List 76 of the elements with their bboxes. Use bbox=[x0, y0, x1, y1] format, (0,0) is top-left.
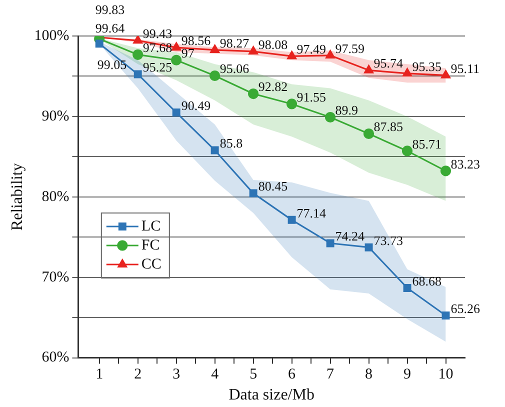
data-label: 73.73 bbox=[374, 232, 404, 248]
data-label: 97.49 bbox=[296, 42, 326, 57]
data-label: 98.08 bbox=[258, 36, 288, 52]
data-label: 98.27 bbox=[220, 35, 250, 50]
data-label: 65.26 bbox=[450, 300, 481, 316]
x-axis-title: Data size/Mb bbox=[228, 386, 314, 404]
point bbox=[286, 98, 298, 110]
point bbox=[364, 64, 374, 74]
y-tick-label: 70% bbox=[42, 269, 70, 286]
data-label: 80.45 bbox=[258, 178, 288, 194]
point bbox=[363, 128, 374, 140]
point bbox=[288, 216, 296, 224]
data-label: 90.49 bbox=[181, 98, 211, 113]
point bbox=[210, 44, 220, 53]
data-label: 85.71 bbox=[412, 136, 442, 152]
x-tick-label: 7 bbox=[326, 366, 335, 383]
data-label: 99.05 bbox=[97, 57, 127, 72]
point bbox=[287, 50, 296, 60]
x-tick-label: 9 bbox=[404, 366, 412, 383]
data-label: 97.68 bbox=[142, 40, 172, 56]
point bbox=[95, 40, 104, 48]
x-tick-label: 10 bbox=[438, 366, 454, 383]
data-label: 91.55 bbox=[296, 89, 326, 104]
data-label: 97 bbox=[181, 46, 195, 61]
legend-label: CC bbox=[141, 256, 162, 272]
point bbox=[210, 146, 219, 154]
point bbox=[440, 166, 452, 176]
data-label: 99.64 bbox=[95, 20, 126, 36]
legend-label: LC bbox=[141, 218, 161, 234]
x-tick-label: 2 bbox=[134, 366, 142, 383]
data-label: 89.9 bbox=[335, 102, 358, 118]
y-tick-label: 100% bbox=[34, 28, 70, 44]
point bbox=[402, 68, 412, 76]
point bbox=[441, 70, 450, 78]
point bbox=[403, 284, 412, 292]
x-tick-label: 8 bbox=[365, 366, 373, 383]
point bbox=[132, 49, 144, 60]
point bbox=[134, 70, 142, 78]
x-tick-label: 1 bbox=[96, 366, 104, 383]
data-label: 85.8 bbox=[220, 136, 243, 151]
y-tick-label: 80% bbox=[42, 188, 70, 205]
x-tick-label: 6 bbox=[288, 366, 296, 383]
point bbox=[364, 243, 373, 252]
point bbox=[248, 46, 258, 54]
data-label: 83.23 bbox=[450, 156, 480, 172]
y-axis-title: Reliability bbox=[8, 163, 26, 231]
data-label: 77.14 bbox=[296, 205, 327, 220]
y-tick-label: 60% bbox=[42, 350, 70, 366]
data-label: 95.74 bbox=[374, 56, 404, 71]
data-label: 99.83 bbox=[95, 2, 125, 17]
data-label: 95.25 bbox=[142, 60, 172, 75]
legend-label: FC bbox=[141, 237, 160, 254]
x-tick-label: 5 bbox=[250, 366, 258, 383]
x-tick-label: 4 bbox=[211, 366, 220, 383]
data-label: 95.35 bbox=[412, 58, 442, 74]
point bbox=[249, 189, 258, 198]
point bbox=[172, 108, 180, 116]
data-label: 98.56 bbox=[181, 33, 212, 48]
data-label: 95.06 bbox=[220, 61, 250, 76]
x-tick-label: 3 bbox=[172, 366, 180, 383]
point bbox=[442, 312, 450, 320]
data-label: 95.11 bbox=[450, 60, 480, 76]
point bbox=[171, 54, 182, 66]
point bbox=[133, 36, 143, 44]
point bbox=[172, 42, 182, 51]
point bbox=[248, 88, 259, 100]
point bbox=[324, 112, 336, 123]
data-label: 92.82 bbox=[258, 79, 288, 94]
data-label: 87.85 bbox=[374, 119, 404, 134]
point bbox=[210, 70, 220, 82]
data-label: 97.59 bbox=[335, 40, 365, 56]
data-label: 68.68 bbox=[412, 273, 442, 288]
y-tick-label: 90% bbox=[42, 108, 70, 124]
point bbox=[326, 50, 335, 58]
point bbox=[326, 239, 334, 248]
point bbox=[402, 146, 413, 156]
